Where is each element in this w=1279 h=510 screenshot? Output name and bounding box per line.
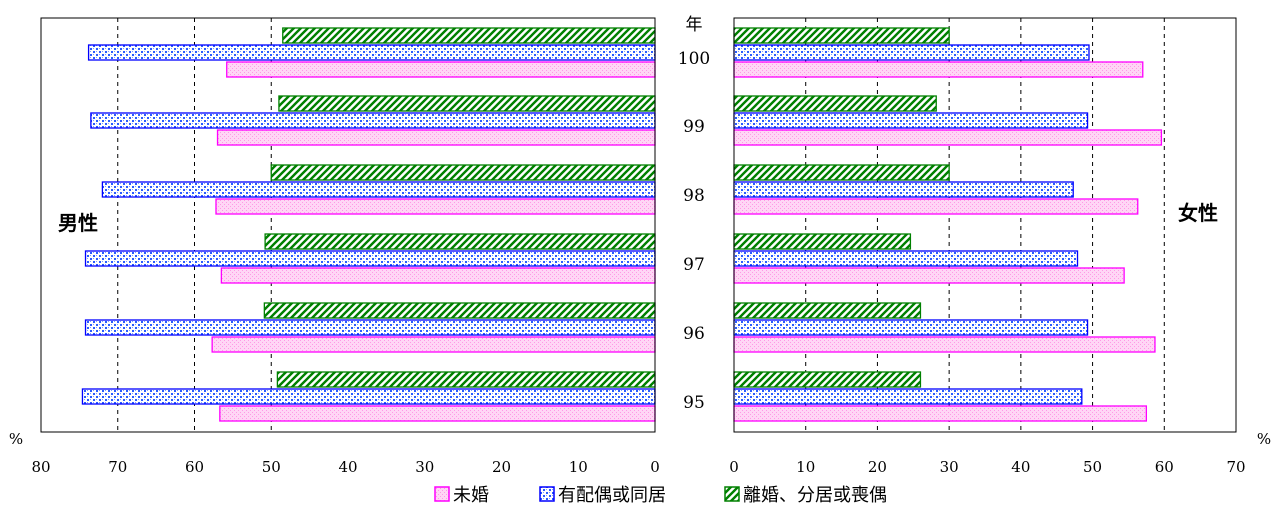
- right-bar-married-99: [733, 112, 1089, 129]
- left-bar-single-96: [211, 336, 656, 353]
- right-bar-widowed-98: [733, 164, 950, 181]
- left-x-tick-label: 30: [415, 458, 434, 476]
- year-label: 99: [683, 117, 705, 137]
- right-bar-widowed-100: [733, 27, 950, 44]
- right-x-tick-label: 60: [1155, 458, 1174, 476]
- right-bar-married-97: [733, 250, 1079, 267]
- right-x-tick-label: 10: [796, 458, 815, 476]
- right-bar-single-95: [733, 405, 1148, 422]
- left-bar-widowed-99: [278, 95, 656, 112]
- left-bar-married-96: [84, 319, 656, 336]
- right-x-tick-label: 0: [729, 458, 739, 476]
- left-unit-label: %: [9, 430, 23, 448]
- right-bar-widowed-97: [733, 233, 912, 250]
- year-label: 98: [683, 186, 705, 206]
- left-bar-widowed-100: [282, 27, 656, 44]
- left-bar-widowed-96: [263, 302, 656, 319]
- left-x-tick-label: 70: [108, 458, 127, 476]
- left-bar-single-98: [215, 198, 656, 215]
- left-bar-married-97: [84, 250, 656, 267]
- left-x-tick-label: 20: [492, 458, 511, 476]
- year-axis-label: 年: [686, 15, 703, 35]
- right-bar-single-100: [733, 61, 1144, 78]
- right-bar-single-97: [733, 267, 1125, 284]
- left-bar-married-95: [81, 388, 656, 405]
- legend: 未婚 有配偶或同居 離婚、分居或喪偶: [434, 485, 887, 506]
- right-x-tick-label: 40: [1011, 458, 1030, 476]
- right-unit-label: %: [1257, 430, 1271, 448]
- left-x-tick-label: 40: [338, 458, 357, 476]
- left-bar-single-95: [219, 405, 656, 422]
- bars: [81, 27, 1163, 422]
- year-label: 96: [683, 324, 705, 344]
- year-label: 95: [683, 393, 705, 413]
- left-x-tick-label: 80: [31, 458, 50, 476]
- right-x-tick-label: 20: [868, 458, 887, 476]
- right-x-tick-label: 50: [1083, 458, 1102, 476]
- right-bar-widowed-95: [733, 371, 922, 388]
- left-bar-single-100: [226, 61, 656, 78]
- plot-frames: [40, 17, 1237, 433]
- legend-swatch-single: [434, 486, 450, 502]
- left-x-tick-label: 10: [569, 458, 588, 476]
- right-x-tick-label: 70: [1226, 458, 1245, 476]
- right-plot-frame: [733, 17, 1237, 433]
- left-plot-frame: [40, 17, 656, 433]
- year-label: 97: [683, 255, 705, 275]
- male-panel-label: 男性: [58, 211, 98, 235]
- legend-swatch-married: [539, 486, 555, 502]
- left-bar-single-99: [216, 129, 656, 146]
- left-x-tick-label: 0: [650, 458, 660, 476]
- right-bar-married-96: [733, 319, 1089, 336]
- right-bar-married-95: [733, 388, 1083, 405]
- tick-labels: 80 70 60 50 40 30 20 10 0 0 10 20 30 40 50 60 70: [31, 458, 1245, 476]
- right-bar-widowed-96: [733, 302, 922, 319]
- year-labels: 100 99 98 97 96 95: [678, 49, 710, 413]
- right-bar-single-96: [733, 336, 1156, 353]
- right-bar-single-98: [733, 198, 1139, 215]
- year-label: 100: [678, 49, 710, 69]
- legend-label-widowed: 離婚、分居或喪偶: [743, 485, 887, 506]
- left-bar-widowed-95: [276, 371, 656, 388]
- gridlines: [117, 18, 1165, 432]
- left-bar-married-98: [101, 181, 656, 198]
- left-bar-married-100: [87, 44, 656, 61]
- left-bar-widowed-98: [270, 164, 656, 181]
- left-x-tick-label: 50: [262, 458, 281, 476]
- legend-swatch-widowed: [724, 486, 740, 502]
- left-bar-married-99: [90, 112, 656, 129]
- left-bar-single-97: [220, 267, 656, 284]
- legend-label-single: 未婚: [453, 485, 489, 506]
- female-panel-label: 女性: [1178, 201, 1218, 225]
- right-x-tick-label: 30: [940, 458, 959, 476]
- right-bar-married-98: [733, 181, 1074, 198]
- right-bar-widowed-99: [733, 95, 937, 112]
- right-bar-single-99: [733, 129, 1163, 146]
- left-bar-widowed-97: [264, 233, 656, 250]
- legend-label-married: 有配偶或同居: [558, 485, 666, 506]
- left-x-tick-label: 60: [185, 458, 204, 476]
- right-bar-married-100: [733, 44, 1090, 61]
